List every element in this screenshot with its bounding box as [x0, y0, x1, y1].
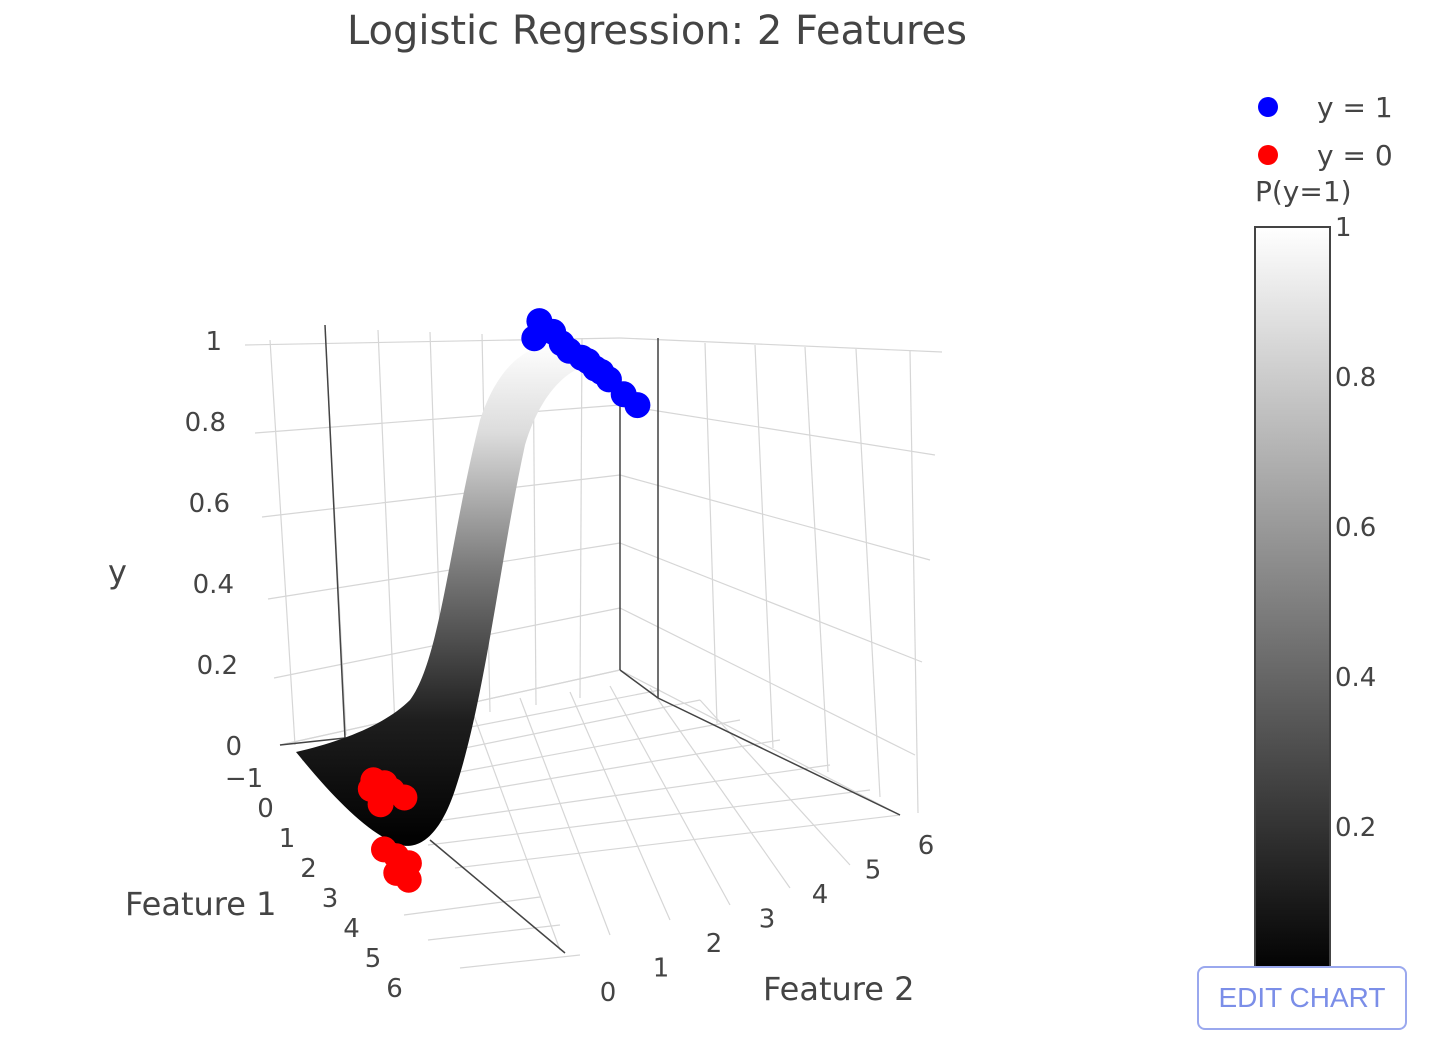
colorbar-tick-label: 0.2	[1335, 813, 1376, 843]
z-tick-label: 1	[205, 327, 222, 357]
point-y0-11	[395, 866, 422, 893]
legend-item-y0[interactable]: y = 0	[1258, 139, 1393, 172]
colorbar-tick-label: 1	[1335, 213, 1352, 243]
z-tick-label: 0	[225, 732, 242, 762]
y-tick-label: 5	[865, 856, 882, 886]
colorbar-tick-label: 0.6	[1335, 513, 1376, 543]
point-y0-5	[391, 784, 418, 811]
x-axis-title: Feature 1	[125, 885, 276, 923]
chart-title: Logistic Regression: 2 Features	[346, 8, 968, 54]
z-tick-label: 0.6	[189, 489, 230, 519]
x-tick-label: 6	[386, 974, 403, 1004]
z-tick-label: 0.8	[185, 408, 226, 438]
legend-marker-y1	[1258, 97, 1278, 117]
y-tick-label: 1	[653, 954, 670, 984]
probability-surface	[296, 342, 585, 846]
colorbar: P(y=1) 0.2 0.4 0.6 0.8 1	[1254, 175, 1376, 978]
point-y1-2	[521, 325, 548, 352]
axis-grid	[244, 327, 943, 969]
point-y1-11	[624, 392, 651, 419]
legend-item-y1[interactable]: y = 1	[1258, 91, 1393, 124]
z-axis-title: y	[108, 553, 127, 591]
point-y0-6	[367, 791, 394, 818]
colorbar-tick-label: 0.8	[1335, 363, 1376, 393]
x-tick-label: 4	[343, 914, 360, 944]
x-tick-label: 2	[300, 854, 317, 884]
colorbar-title: P(y=1)	[1255, 175, 1352, 208]
axis-lines	[279, 324, 901, 954]
colorbar-ticks: 0.2 0.4 0.6 0.8 1	[1335, 213, 1376, 843]
x-tick-label: 1	[279, 824, 296, 854]
legend-label-y0: y = 0	[1317, 139, 1393, 172]
z-tick-label: 0.2	[197, 651, 238, 681]
x-tick-label: −1	[225, 764, 263, 794]
x-tick-label: 5	[365, 944, 382, 974]
y-tick-label: 3	[759, 905, 776, 935]
legend-label-y1: y = 1	[1317, 91, 1393, 124]
edit-chart-button[interactable]: EDIT CHART	[1197, 966, 1407, 1030]
y-axis-title: Feature 2	[763, 970, 914, 1008]
x-tick-label: 3	[322, 884, 339, 914]
y-tick-label: 6	[918, 831, 935, 861]
x-tick-label: 0	[257, 794, 274, 824]
legend-marker-y0	[1258, 145, 1278, 165]
z-tick-label: 0.4	[193, 570, 234, 600]
colorbar-gradient	[1254, 226, 1331, 978]
legend[interactable]: y = 1 y = 0	[1258, 91, 1393, 172]
y-tick-label: 4	[812, 880, 829, 910]
scatter-points	[357, 308, 651, 893]
colorbar-tick-label: 0.4	[1335, 663, 1376, 693]
y-tick-label: 0	[600, 978, 617, 1008]
y-tick-label: 2	[706, 929, 723, 959]
